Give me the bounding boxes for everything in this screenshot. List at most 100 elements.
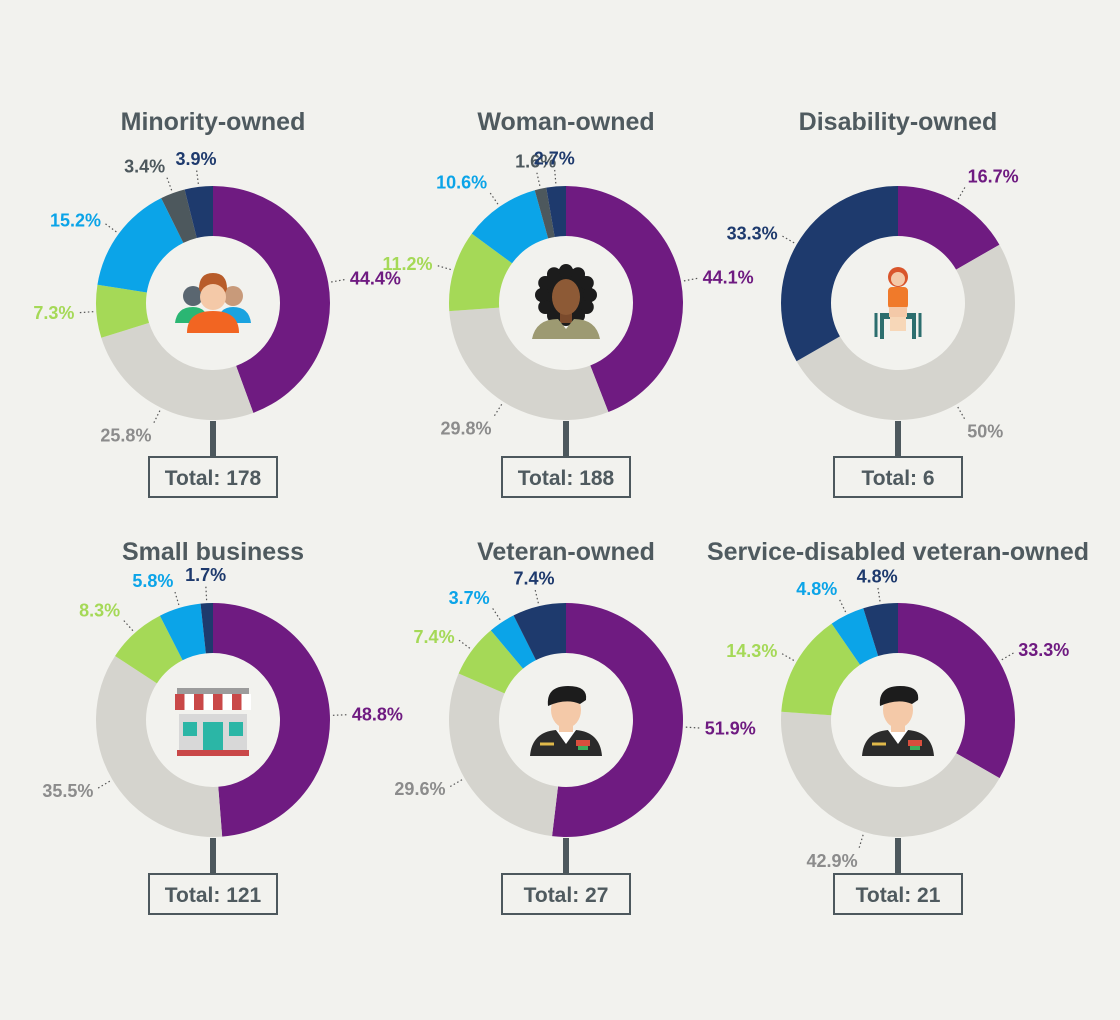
percent-label: 1.6%: [515, 151, 556, 171]
donut-slice: [898, 603, 1015, 779]
donut-chart: Small business 48.8% 35.5% 8.3% 5.8% 1.7% Tota…: [42, 538, 403, 915]
chart-title: Minority-owned: [121, 108, 306, 136]
leader-line: [166, 177, 173, 191]
total-box: [148, 456, 278, 498]
leader-line: [97, 780, 111, 789]
percent-label: 3.9%: [175, 149, 216, 169]
leader-line: [781, 235, 795, 244]
donut-slice: [101, 322, 254, 420]
leader-line: [196, 169, 199, 184]
leader-line: [331, 278, 346, 283]
donut-chart: Woman-owned 44.1% 29.8% 11.2% 10.6% 1.6%2.7% T…: [382, 108, 754, 498]
percent-label: 11.2%: [382, 254, 432, 274]
total-box: [501, 873, 631, 915]
total-label: Total: 6: [861, 467, 934, 490]
percent-label: 1.7%: [185, 565, 226, 585]
percent-label: 3.7%: [449, 588, 490, 608]
percent-label: 44.4%: [350, 269, 401, 289]
percent-label: 7.3%: [33, 303, 74, 323]
chart-title: Service-disabled veteran-owned: [707, 538, 1089, 566]
chart-title: Small business: [122, 538, 304, 566]
leader-line: [685, 726, 700, 729]
donut-chart: Veteran-owned 51.9% 29.6% 7.4% 3.7% 7.4% Total…: [394, 538, 756, 915]
chart-title: Woman-owned: [477, 108, 654, 136]
total-connector: [210, 421, 216, 457]
leader-line: [489, 192, 499, 205]
total-label: Total: 188: [518, 467, 615, 490]
percent-label: 2.7%: [534, 148, 575, 168]
leader-line: [781, 652, 795, 661]
donut-slice: [213, 603, 331, 837]
leader-line: [493, 403, 503, 417]
group-of-people-icon: [175, 273, 251, 333]
donut-slice: [96, 284, 150, 338]
percent-label: 7.4%: [414, 627, 455, 647]
percent-label: 8.3%: [79, 601, 120, 621]
donut-slice: [796, 244, 1016, 420]
donut-slice: [159, 603, 206, 661]
donut-chart: Service-disabled veteran-owned 33.3% 42.9%…: [707, 538, 1089, 915]
total-label: Total: 121: [165, 884, 262, 907]
percent-label: 48.8%: [352, 705, 403, 725]
leader-line: [449, 779, 463, 788]
donut-slice: [513, 602, 566, 661]
percent-label: 33.3%: [727, 223, 778, 243]
percent-label: 29.6%: [394, 779, 445, 799]
donut-slice: [831, 608, 879, 665]
leader-line: [877, 587, 881, 602]
leader-line: [205, 586, 208, 601]
total-box: [833, 873, 963, 915]
percent-label: 42.9%: [807, 851, 858, 871]
total-connector: [895, 421, 901, 457]
percent-label: 14.3%: [726, 641, 777, 661]
donut-chart: Disability-owned 16.7% 50% 33.3% Total: 6: [727, 108, 1019, 498]
percent-label: 25.8%: [100, 426, 151, 446]
donut-slice: [458, 630, 523, 694]
leader-line: [957, 406, 966, 420]
total-label: Total: 21: [856, 884, 941, 907]
donut-slice: [781, 623, 861, 716]
percent-label: 3.4%: [124, 157, 165, 177]
leader-line: [858, 834, 864, 849]
donut-slice: [449, 673, 559, 837]
donut-slice: [566, 186, 684, 413]
chart-title: Disability-owned: [799, 108, 998, 136]
total-box: [833, 456, 963, 498]
percent-label: 5.8%: [132, 571, 173, 591]
donut-slice: [781, 711, 1000, 838]
leader-line: [1001, 652, 1015, 661]
woman-icon: [532, 264, 600, 339]
percent-label: 50%: [967, 422, 1003, 442]
donut-chart: Minority-owned 44.4% 25.8% 7.3% 15.2% 3.4% 3.9…: [33, 108, 401, 498]
percent-label: 29.8%: [440, 418, 491, 438]
leader-line: [554, 169, 557, 184]
total-connector: [210, 838, 216, 874]
donut-slice: [449, 307, 609, 420]
percent-label: 33.3%: [1018, 640, 1069, 660]
total-box: [501, 456, 631, 498]
percent-label: 44.1%: [703, 267, 754, 287]
total-connector: [563, 838, 569, 874]
leader-line: [683, 277, 698, 282]
leader-line: [536, 172, 541, 187]
percent-label: 15.2%: [50, 211, 101, 231]
leader-line: [437, 265, 451, 271]
leader-line: [332, 714, 347, 716]
soldier-icon: [862, 686, 934, 756]
total-label: Total: 27: [524, 884, 609, 907]
leader-line: [838, 599, 847, 613]
total-label: Total: 178: [165, 467, 262, 490]
leader-line: [123, 619, 134, 632]
donut-slice: [97, 198, 184, 293]
wheelchair-person-icon: [874, 267, 922, 339]
donut-slice: [449, 233, 513, 312]
donut-slice: [184, 186, 213, 239]
donut-slice: [863, 603, 898, 657]
donut-slice: [95, 655, 223, 838]
leader-line: [957, 186, 966, 200]
donut-slice: [200, 603, 213, 654]
donut-slice: [161, 189, 197, 243]
percent-label: 7.4%: [513, 569, 554, 589]
total-connector: [563, 421, 569, 457]
